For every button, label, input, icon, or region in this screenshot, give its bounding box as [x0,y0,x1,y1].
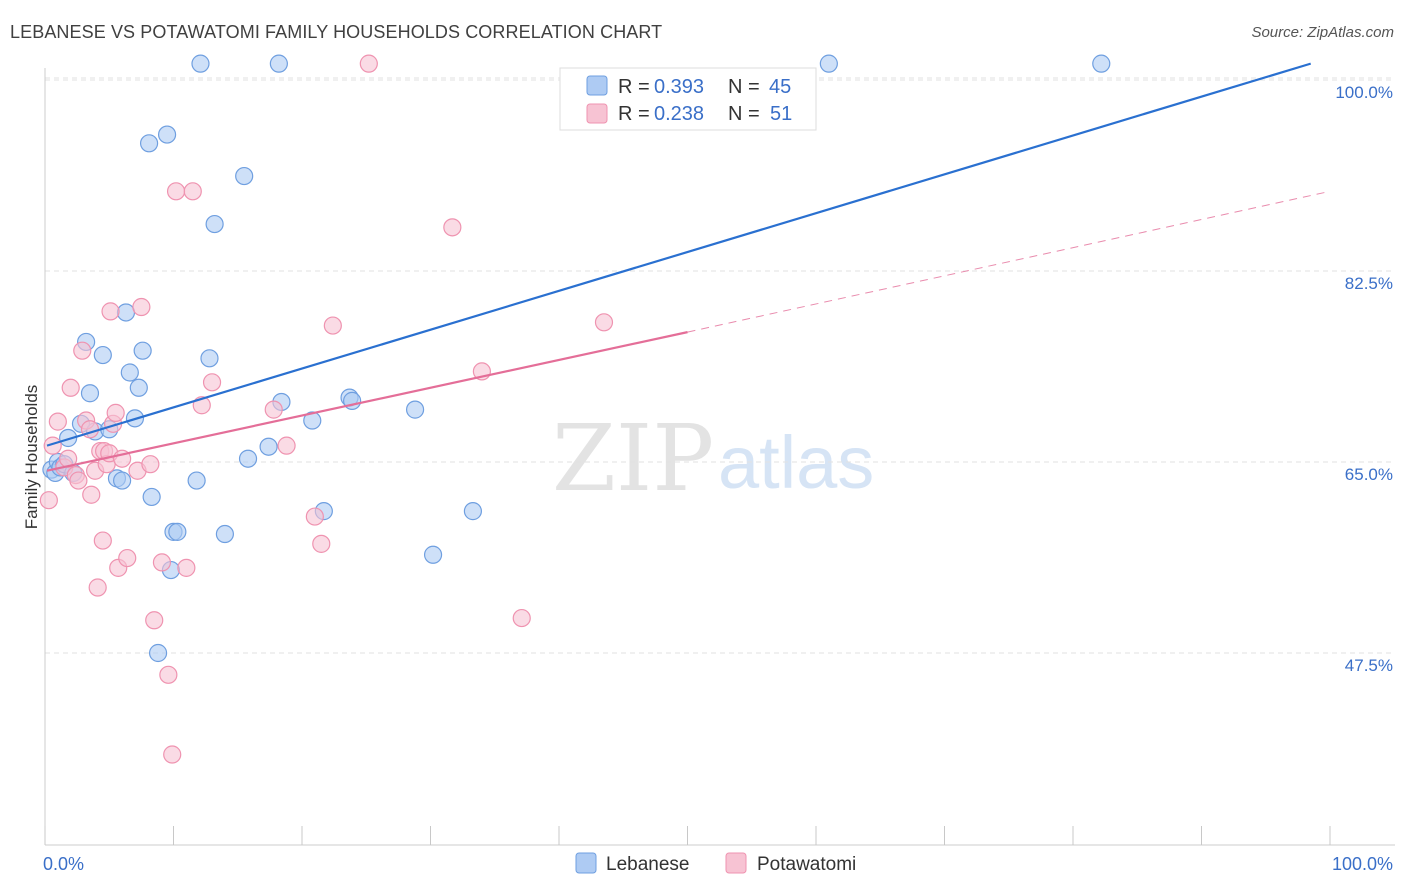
potawatomi-point [359,54,378,73]
top-legend: R = 0.393 N = 45 R = 0.238 N = 51 [559,67,817,131]
gridlines [45,77,1395,654]
potawatomi-point [39,491,58,510]
legend-swatch-lebanese [586,75,608,96]
data-points [39,54,1111,764]
chart-title: LEBANESE VS POTAWATOMI FAMILY HOUSEHOLDS… [10,22,663,42]
potawatomi-point [88,578,107,597]
potawatomi-point [48,412,67,431]
legend-n-value-potawatomi: 51 [770,103,792,125]
potawatomi-point [202,373,222,392]
bottom-legend-label-lebanese: Lebanese [606,854,689,875]
lebanese-point [148,643,168,663]
x-tick-marks [44,826,1331,845]
potawatomi-point [594,313,614,332]
lebanese-point [205,214,224,234]
lebanese-point [215,524,234,544]
legend-r-label-potawatomi: R = [618,103,650,125]
bottom-legend-swatch-lebanese [575,852,597,874]
lebanese-trend-line [46,62,1312,447]
lebanese-point [142,487,161,507]
lebanese-point [191,54,210,73]
potawatomi-point [264,400,283,419]
legend-r-value-potawatomi: 0.238 [654,103,704,125]
lebanese-point [129,378,148,397]
lebanese-point [139,134,159,153]
potawatomi-point [312,534,331,553]
potawatomi-point [159,665,178,684]
legend-n-label-lebanese: N = [728,76,760,98]
legend-n-value-lebanese: 45 [769,76,791,98]
bottom-legend-swatch-potawatomi [725,852,747,874]
lebanese-point [819,54,838,73]
legend-n-label-potawatomi: N = [728,103,760,125]
potawatomi-trend-line [46,331,688,472]
potawatomi-point [166,182,186,201]
lebanese-point [200,349,219,368]
watermark-zip: ZIP [552,405,714,512]
potawatomi-point [323,316,342,335]
potawatomi-point [183,182,202,201]
trend-lines [46,62,1331,472]
potawatomi-point [118,548,137,568]
lebanese-point [59,428,78,448]
y-tick-label: 82.5% [1345,274,1393,293]
lebanese-point [157,125,177,144]
y-tick-label: 47.5% [1345,656,1393,675]
lebanese-point [423,545,443,564]
legend-swatch-potawatomi [586,103,608,124]
lebanese-point [269,54,288,73]
potawatomi-point [305,507,324,526]
lebanese-point [235,166,254,186]
potawatomi-point [141,455,160,474]
lebanese-point [303,411,322,430]
lebanese-point [463,502,483,521]
y-tick-label: 100.0% [1335,83,1393,102]
potawatomi-point [61,378,80,397]
potawatomi-point [443,218,462,237]
lebanese-point [93,345,112,365]
potawatomi-point [106,403,125,422]
potawatomi-point [277,436,296,455]
y-tick-labels: 47.5% 65.0% 82.5% 100.0% [1335,83,1393,675]
bottom-legend: Lebanese Potawatomi [575,852,856,875]
bottom-legend-label-potawatomi: Potawatomi [757,854,856,875]
y-axis-label: Family Households [22,385,41,530]
lebanese-point [405,400,425,419]
lebanese-point [116,303,136,322]
x-tick-label-min: 0.0% [43,854,84,874]
potawatomi-point [177,558,196,577]
potawatomi-point [69,471,88,490]
lebanese-point [259,437,278,456]
lebanese-point [112,471,132,490]
y-tick-label: 65.0% [1345,465,1393,484]
x-tick-label-max: 100.0% [1332,854,1393,874]
potawatomi-point [145,611,164,630]
potawatomi-point [43,436,62,455]
potawatomi-point [163,745,182,764]
lebanese-point [80,384,100,403]
lebanese-point [187,471,206,490]
legend-r-value-lebanese: 0.393 [654,76,704,98]
potawatomi-point [132,297,151,317]
lebanese-point [120,363,139,382]
lebanese-point [238,449,258,468]
potawatomi-point [93,531,112,550]
potawatomi-trend-extension [687,190,1331,333]
potawatomi-point [512,608,531,628]
source-label: Source: ZipAtlas.com [1251,24,1394,41]
lebanese-point [168,522,187,541]
lebanese-point [133,341,152,360]
lebanese-point [1092,54,1111,73]
potawatomi-point [82,485,101,504]
potawatomi-point [101,302,120,321]
potawatomi-point [73,341,92,360]
potawatomi-point [152,553,172,572]
legend-r-label-lebanese: R = [618,76,650,98]
